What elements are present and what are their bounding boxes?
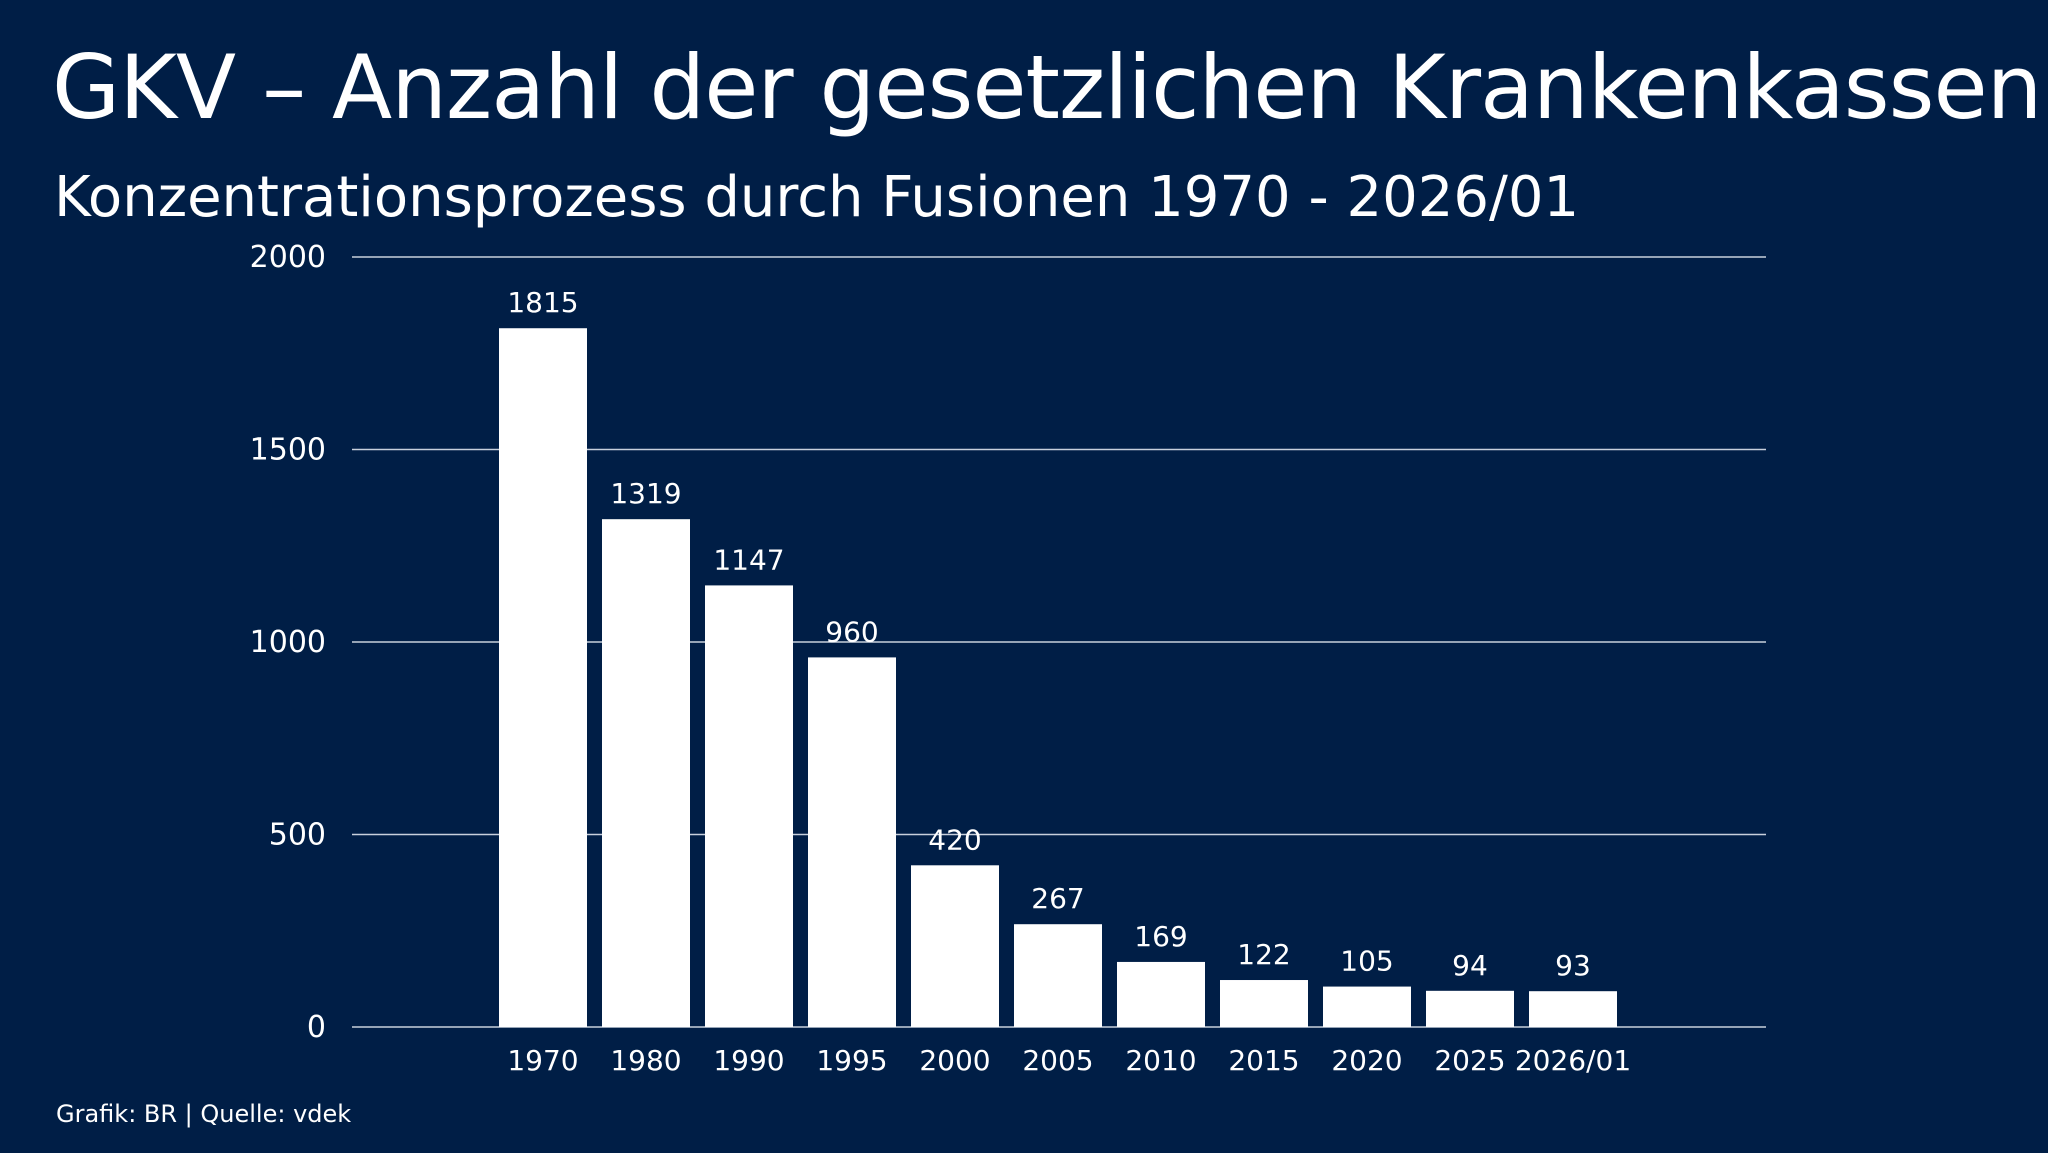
data-label: 267 (1031, 882, 1084, 915)
x-tick-label: 2020 (1331, 1044, 1402, 1077)
data-label: 93 (1555, 949, 1591, 982)
bar (602, 519, 690, 1027)
x-tick-label: 2000 (919, 1044, 990, 1077)
data-label: 420 (928, 823, 981, 856)
bar (499, 328, 587, 1028)
x-tick-label: 2015 (1228, 1044, 1299, 1077)
x-tick-label: 1970 (507, 1044, 578, 1077)
bar (1323, 986, 1411, 1027)
data-label: 169 (1134, 920, 1187, 953)
x-axis-ticks: 1970 1980 1990 1995 2000 2005 2010 2015 2020 2025… (507, 1044, 1631, 1077)
data-label: 1147 (713, 543, 784, 576)
x-tick-label: 2005 (1022, 1044, 1093, 1077)
bar (705, 585, 793, 1027)
bar (1220, 980, 1308, 1027)
y-axis-ticks: 0 500 1000 1500 2000 (250, 240, 326, 1045)
x-tick-label: 1990 (713, 1044, 784, 1077)
data-label: 1815 (507, 286, 578, 319)
data-labels: 1815 1319 1147 960 420 267 169 122 105 94 93 (507, 286, 1590, 982)
bars (499, 328, 1617, 1028)
x-tick-label: 1980 (610, 1044, 681, 1077)
bar (1117, 961, 1205, 1027)
bar (1529, 991, 1617, 1027)
x-tick-label: 1995 (816, 1044, 887, 1077)
data-label: 94 (1452, 949, 1488, 982)
x-tick-label: 2025 (1434, 1044, 1505, 1077)
y-tick-label: 1500 (250, 433, 326, 468)
data-label: 1319 (610, 477, 681, 510)
x-tick-label: 2010 (1125, 1044, 1196, 1077)
y-tick-label: 0 (307, 1010, 326, 1045)
chart-subtitle: Konzentrationsprozess durch Fusionen 197… (54, 165, 1580, 230)
bar (1014, 924, 1102, 1027)
bar (808, 657, 896, 1027)
bar (911, 865, 999, 1027)
y-tick-label: 500 (269, 818, 326, 853)
data-label: 105 (1340, 945, 1393, 978)
chart-title: GKV – Anzahl der gesetzlichen Krankenkas… (52, 36, 2042, 139)
y-tick-label: 1000 (250, 625, 326, 660)
bar (1426, 990, 1514, 1027)
data-label: 122 (1237, 938, 1290, 971)
data-label: 960 (825, 615, 878, 648)
x-tick-label: 2026/01 (1515, 1044, 1631, 1077)
y-tick-label: 2000 (250, 240, 326, 275)
source-credit: Grafik: BR | Quelle: vdek (56, 1100, 352, 1128)
